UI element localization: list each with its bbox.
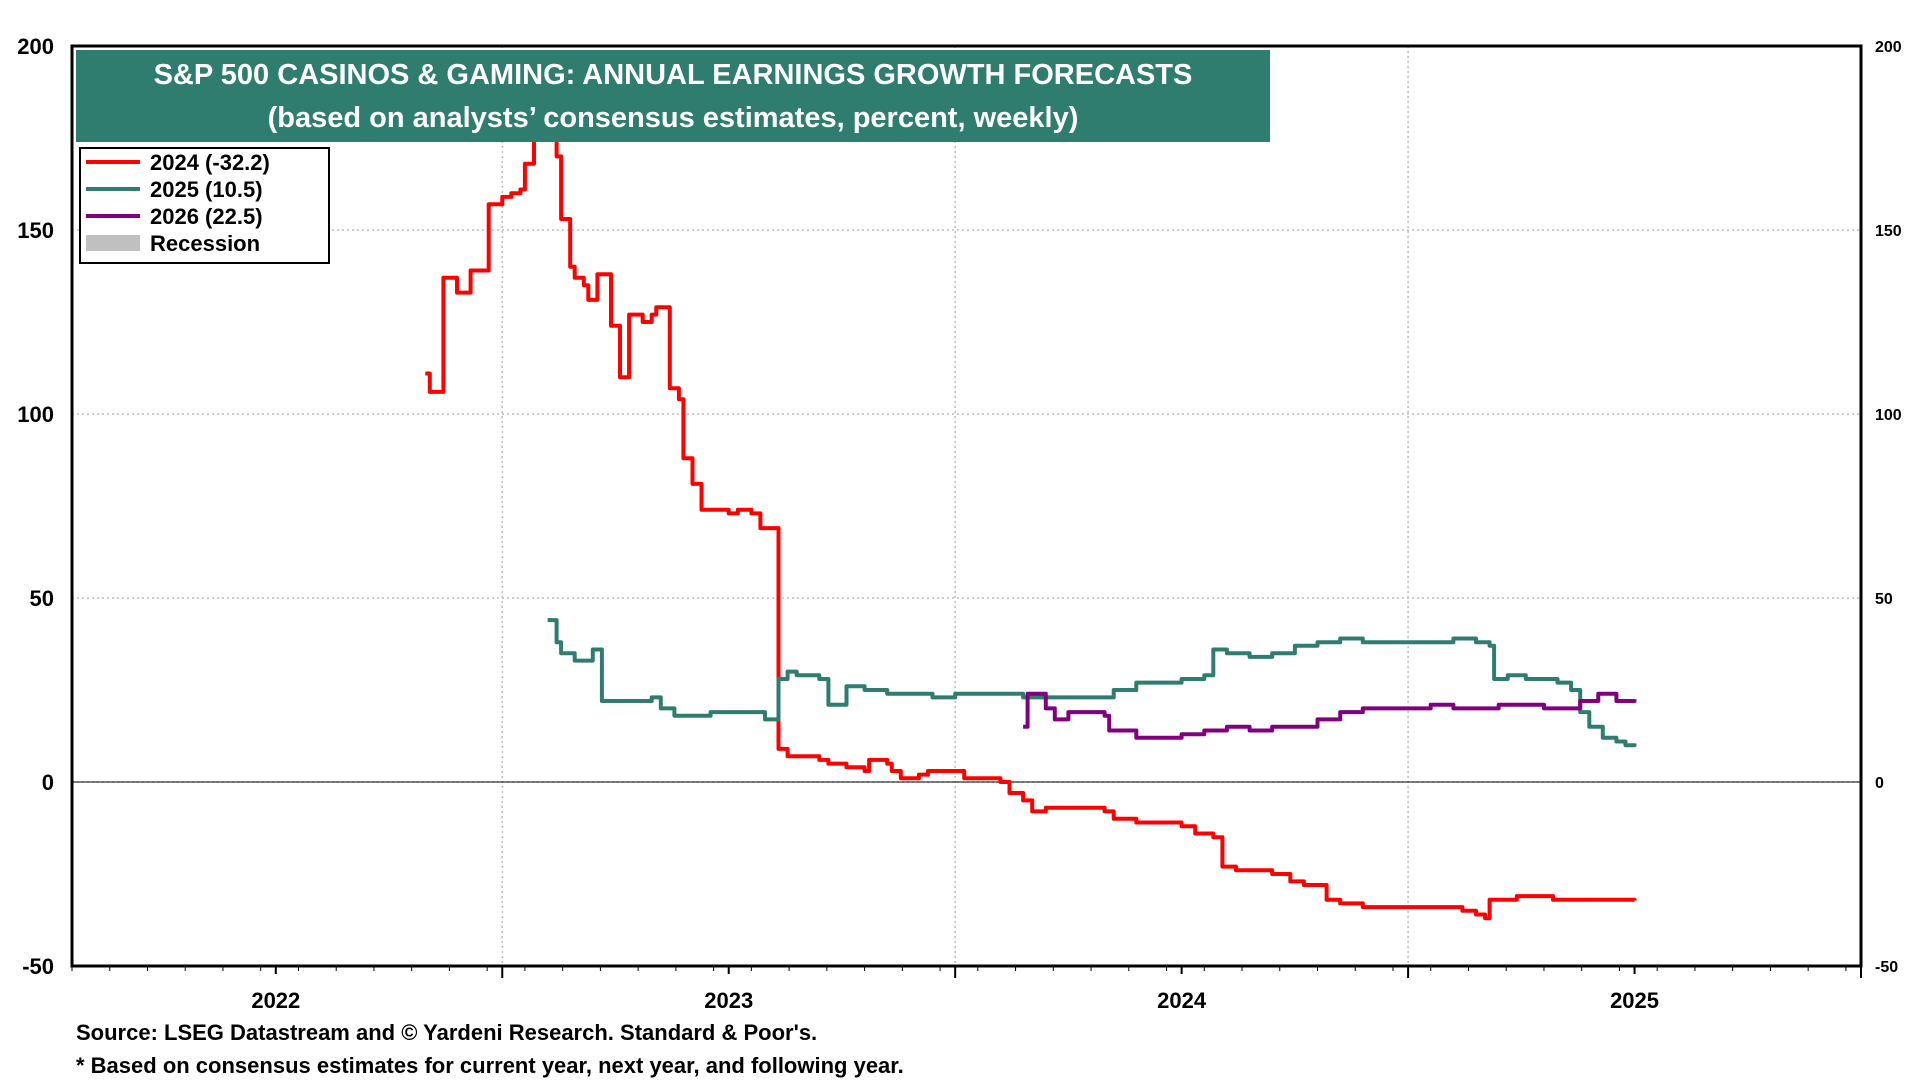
x-tick-label: 2023 xyxy=(704,988,753,1013)
footnote: * Based on consensus estimates for curre… xyxy=(76,1053,904,1078)
legend-label: 2025 (10.5) xyxy=(150,177,263,202)
gridlines xyxy=(72,46,1861,966)
series-line-2025 xyxy=(547,618,1637,748)
y-tick-label-left: -50 xyxy=(22,954,54,979)
y-axis-right: -50 0 50 100 150 200 xyxy=(1875,39,1902,976)
x-tick-label: 2025 xyxy=(1610,988,1659,1013)
legend-swatch-recession xyxy=(86,235,140,251)
plot-frame xyxy=(70,44,1863,968)
y-tick-label-right: -50 xyxy=(1875,959,1898,976)
series-line-2024 xyxy=(425,80,1637,921)
y-tick-label-left: 50 xyxy=(30,586,54,611)
y-tick-label-right: 200 xyxy=(1875,39,1902,56)
y-axis-left: -50 0 50 100 150 200 xyxy=(17,34,54,979)
y-tick-label-right: 100 xyxy=(1875,407,1902,424)
title-box: S&P 500 CASINOS & GAMING: ANNUAL EARNING… xyxy=(76,50,1270,142)
y-tick-label-right: 0 xyxy=(1875,775,1884,792)
legend-label: 2026 (22.5) xyxy=(150,204,263,229)
source-note: Source: LSEG Datastream and © Yardeni Re… xyxy=(76,1020,818,1045)
y-tick-label-left: 0 xyxy=(42,770,54,795)
x-tick-label: 2022 xyxy=(251,988,300,1013)
x-axis: 2022 2023 2024 2025 xyxy=(71,966,1862,1013)
y-tick-label-left: 100 xyxy=(17,402,54,427)
series-lines xyxy=(425,80,1637,921)
legend-label: 2024 (-32.2) xyxy=(150,150,270,175)
y-tick-label-left: 200 xyxy=(17,34,54,59)
y-tick-label-left: 150 xyxy=(17,218,54,243)
chart-title: S&P 500 CASINOS & GAMING: ANNUAL EARNING… xyxy=(154,59,1193,91)
y-tick-label-right: 150 xyxy=(1875,223,1902,240)
legend: 2024 (-32.2)2025 (10.5)2026 (22.5)Recess… xyxy=(79,147,330,264)
y-tick-label-right: 50 xyxy=(1875,591,1893,608)
series-line-2026 xyxy=(1023,691,1637,740)
legend-label: Recession xyxy=(150,231,260,256)
x-tick-label: 2024 xyxy=(1157,988,1207,1013)
chart-subtitle: (based on analysts’ consensus estimates,… xyxy=(268,102,1079,134)
